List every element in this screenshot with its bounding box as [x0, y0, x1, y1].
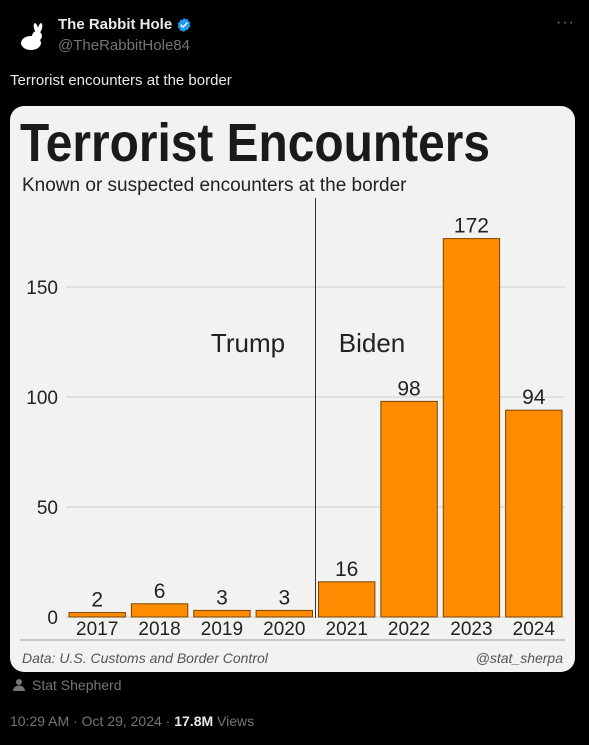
media-credit[interactable]: Stat Shepherd [12, 677, 122, 693]
y-tick-label-50: 50 [37, 498, 58, 519]
chart-subtitle: Known or suspected encounters at the bor… [22, 175, 407, 196]
credit-name: Stat Shepherd [32, 677, 122, 693]
avatar[interactable] [10, 16, 54, 60]
watermark: @stat_sherpa [476, 650, 564, 666]
x-tick-label-2019: 2019 [201, 619, 243, 640]
source-note: Data: U.S. Customs and Border Control [22, 650, 269, 666]
person-icon [13, 679, 25, 691]
bar-2020 [255, 609, 313, 618]
bar-2023 [442, 238, 501, 618]
y-tick-label-0: 0 [47, 608, 58, 629]
post-date[interactable]: Oct 29, 2024 [81, 713, 162, 729]
x-tick-label-2023: 2023 [450, 619, 492, 640]
bar-2019 [193, 609, 251, 618]
author-handle[interactable]: @TheRabbitHole84 [58, 37, 190, 54]
views-label: Views [217, 713, 255, 729]
rabbit-icon [21, 23, 43, 50]
x-tick-label-2020: 2020 [263, 619, 305, 640]
value-label-2023: 172 [454, 215, 489, 238]
bar-2024 [505, 409, 563, 618]
x-tick-label-2022: 2022 [388, 619, 430, 640]
views-count: 17.8M [174, 713, 214, 729]
verified-badge-icon[interactable] [176, 17, 192, 33]
y-tick-label-100: 100 [26, 388, 58, 409]
value-label-2022: 98 [397, 377, 420, 400]
bar-2017 [68, 612, 126, 618]
author-row: The Rabbit Hole [58, 16, 192, 33]
bar-chart: Terrorist Encounters Known or suspected … [20, 113, 565, 666]
meta-separator-2: · [165, 713, 171, 729]
annotation-biden: Biden [339, 328, 406, 358]
annotation-trump: Trump [211, 328, 285, 358]
value-label-2018: 6 [154, 580, 166, 603]
author-name[interactable]: The Rabbit Hole [58, 16, 173, 33]
post-time[interactable]: 10:29 AM [10, 713, 70, 729]
value-label-2017: 2 [91, 589, 103, 612]
x-tick-label-2024: 2024 [513, 619, 556, 640]
post-meta: 10:29 AM · Oct 29, 2024 · 17.8M Views [10, 713, 254, 729]
bar-2021 [318, 581, 376, 618]
value-label-2020: 3 [278, 586, 290, 609]
meta-separator: · [73, 713, 78, 729]
y-tick-label-150: 150 [26, 278, 58, 299]
chart-title: Terrorist Encounters [20, 113, 490, 173]
value-label-2024: 94 [522, 386, 546, 409]
x-tick-label-2021: 2021 [326, 619, 368, 640]
tweet-text: Terrorist encounters at the border [10, 72, 232, 89]
bar-2018 [130, 603, 189, 618]
x-tick-label-2017: 2017 [76, 619, 118, 640]
x-tick-label-2018: 2018 [138, 619, 180, 640]
value-label-2019: 3 [216, 586, 228, 609]
chart-image[interactable]: Terrorist Encounters Known or suspected … [10, 106, 575, 672]
value-label-2021: 16 [335, 558, 358, 581]
more-icon[interactable]: ··· [556, 14, 575, 31]
bar-2022 [380, 400, 438, 618]
